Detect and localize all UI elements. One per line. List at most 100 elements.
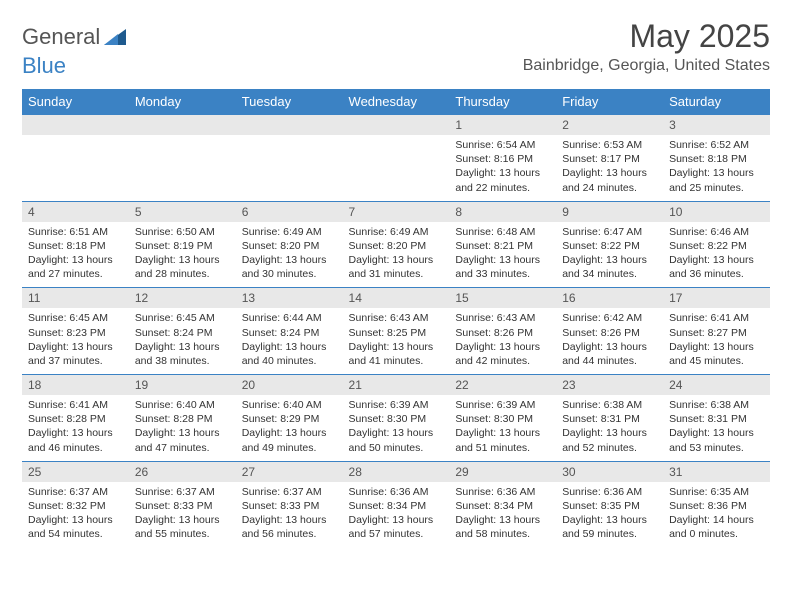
day-content: Sunrise: 6:38 AMSunset: 8:31 PMDaylight:…	[556, 395, 663, 461]
day-number: 3	[663, 115, 770, 135]
day-number: 18	[22, 375, 129, 395]
day-content: Sunrise: 6:37 AMSunset: 8:33 PMDaylight:…	[129, 482, 236, 548]
day-content: Sunrise: 6:49 AMSunset: 8:20 PMDaylight:…	[236, 222, 343, 288]
empty-daynum	[343, 115, 450, 135]
day-cell: 5Sunrise: 6:50 AMSunset: 8:19 PMDaylight…	[129, 201, 236, 288]
day-header: Saturday	[663, 89, 770, 115]
day-number: 10	[663, 202, 770, 222]
logo-text-blue: Blue	[22, 53, 66, 79]
day-cell: 25Sunrise: 6:37 AMSunset: 8:32 PMDayligh…	[22, 461, 129, 547]
day-content: Sunrise: 6:44 AMSunset: 8:24 PMDaylight:…	[236, 308, 343, 374]
day-header: Thursday	[449, 89, 556, 115]
day-cell: 24Sunrise: 6:38 AMSunset: 8:31 PMDayligh…	[663, 375, 770, 462]
day-cell: 3Sunrise: 6:52 AMSunset: 8:18 PMDaylight…	[663, 115, 770, 202]
day-number: 12	[129, 288, 236, 308]
day-content: Sunrise: 6:46 AMSunset: 8:22 PMDaylight:…	[663, 222, 770, 288]
day-content: Sunrise: 6:45 AMSunset: 8:23 PMDaylight:…	[22, 308, 129, 374]
day-cell: 15Sunrise: 6:43 AMSunset: 8:26 PMDayligh…	[449, 288, 556, 375]
day-content: Sunrise: 6:38 AMSunset: 8:31 PMDaylight:…	[663, 395, 770, 461]
day-number: 13	[236, 288, 343, 308]
day-content: Sunrise: 6:39 AMSunset: 8:30 PMDaylight:…	[449, 395, 556, 461]
title-block: May 2025 Bainbridge, Georgia, United Sta…	[523, 18, 770, 75]
empty-daynum	[129, 115, 236, 135]
day-content: Sunrise: 6:36 AMSunset: 8:34 PMDaylight:…	[449, 482, 556, 548]
week-row: 1Sunrise: 6:54 AMSunset: 8:16 PMDaylight…	[22, 115, 770, 202]
day-content: Sunrise: 6:45 AMSunset: 8:24 PMDaylight:…	[129, 308, 236, 374]
day-content: Sunrise: 6:54 AMSunset: 8:16 PMDaylight:…	[449, 135, 556, 201]
day-cell: 23Sunrise: 6:38 AMSunset: 8:31 PMDayligh…	[556, 375, 663, 462]
day-cell	[343, 115, 450, 202]
day-cell: 27Sunrise: 6:37 AMSunset: 8:33 PMDayligh…	[236, 461, 343, 547]
day-number: 27	[236, 462, 343, 482]
day-content: Sunrise: 6:41 AMSunset: 8:27 PMDaylight:…	[663, 308, 770, 374]
day-cell: 31Sunrise: 6:35 AMSunset: 8:36 PMDayligh…	[663, 461, 770, 547]
day-number: 25	[22, 462, 129, 482]
week-row: 4Sunrise: 6:51 AMSunset: 8:18 PMDaylight…	[22, 201, 770, 288]
day-content: Sunrise: 6:36 AMSunset: 8:34 PMDaylight:…	[343, 482, 450, 548]
day-header: Tuesday	[236, 89, 343, 115]
day-number: 7	[343, 202, 450, 222]
day-cell	[22, 115, 129, 202]
day-header: Wednesday	[343, 89, 450, 115]
day-number: 19	[129, 375, 236, 395]
day-content: Sunrise: 6:37 AMSunset: 8:33 PMDaylight:…	[236, 482, 343, 548]
day-cell: 21Sunrise: 6:39 AMSunset: 8:30 PMDayligh…	[343, 375, 450, 462]
day-cell: 13Sunrise: 6:44 AMSunset: 8:24 PMDayligh…	[236, 288, 343, 375]
day-cell: 20Sunrise: 6:40 AMSunset: 8:29 PMDayligh…	[236, 375, 343, 462]
empty-daynum	[236, 115, 343, 135]
day-cell: 26Sunrise: 6:37 AMSunset: 8:33 PMDayligh…	[129, 461, 236, 547]
day-number: 26	[129, 462, 236, 482]
day-header: Sunday	[22, 89, 129, 115]
day-content: Sunrise: 6:41 AMSunset: 8:28 PMDaylight:…	[22, 395, 129, 461]
location-text: Bainbridge, Georgia, United States	[523, 57, 770, 75]
day-number: 29	[449, 462, 556, 482]
day-header-row: SundayMondayTuesdayWednesdayThursdayFrid…	[22, 89, 770, 115]
day-content: Sunrise: 6:40 AMSunset: 8:29 PMDaylight:…	[236, 395, 343, 461]
day-number: 16	[556, 288, 663, 308]
day-number: 11	[22, 288, 129, 308]
day-cell: 28Sunrise: 6:36 AMSunset: 8:34 PMDayligh…	[343, 461, 450, 547]
day-number: 15	[449, 288, 556, 308]
day-cell: 16Sunrise: 6:42 AMSunset: 8:26 PMDayligh…	[556, 288, 663, 375]
day-content: Sunrise: 6:43 AMSunset: 8:26 PMDaylight:…	[449, 308, 556, 374]
week-row: 18Sunrise: 6:41 AMSunset: 8:28 PMDayligh…	[22, 375, 770, 462]
day-cell: 12Sunrise: 6:45 AMSunset: 8:24 PMDayligh…	[129, 288, 236, 375]
calendar-table: SundayMondayTuesdayWednesdayThursdayFrid…	[22, 89, 770, 547]
day-number: 1	[449, 115, 556, 135]
day-cell: 17Sunrise: 6:41 AMSunset: 8:27 PMDayligh…	[663, 288, 770, 375]
day-content: Sunrise: 6:48 AMSunset: 8:21 PMDaylight:…	[449, 222, 556, 288]
day-content: Sunrise: 6:43 AMSunset: 8:25 PMDaylight:…	[343, 308, 450, 374]
day-cell: 30Sunrise: 6:36 AMSunset: 8:35 PMDayligh…	[556, 461, 663, 547]
day-content: Sunrise: 6:42 AMSunset: 8:26 PMDaylight:…	[556, 308, 663, 374]
day-number: 5	[129, 202, 236, 222]
day-cell: 7Sunrise: 6:49 AMSunset: 8:20 PMDaylight…	[343, 201, 450, 288]
day-number: 30	[556, 462, 663, 482]
day-cell: 29Sunrise: 6:36 AMSunset: 8:34 PMDayligh…	[449, 461, 556, 547]
day-content: Sunrise: 6:37 AMSunset: 8:32 PMDaylight:…	[22, 482, 129, 548]
day-cell: 6Sunrise: 6:49 AMSunset: 8:20 PMDaylight…	[236, 201, 343, 288]
day-content: Sunrise: 6:53 AMSunset: 8:17 PMDaylight:…	[556, 135, 663, 201]
empty-daynum	[22, 115, 129, 135]
day-content: Sunrise: 6:39 AMSunset: 8:30 PMDaylight:…	[343, 395, 450, 461]
day-content: Sunrise: 6:52 AMSunset: 8:18 PMDaylight:…	[663, 135, 770, 201]
day-cell: 10Sunrise: 6:46 AMSunset: 8:22 PMDayligh…	[663, 201, 770, 288]
day-number: 4	[22, 202, 129, 222]
day-number: 20	[236, 375, 343, 395]
day-cell: 2Sunrise: 6:53 AMSunset: 8:17 PMDaylight…	[556, 115, 663, 202]
week-row: 25Sunrise: 6:37 AMSunset: 8:32 PMDayligh…	[22, 461, 770, 547]
day-content: Sunrise: 6:40 AMSunset: 8:28 PMDaylight:…	[129, 395, 236, 461]
day-number: 24	[663, 375, 770, 395]
logo-triangle-icon	[104, 29, 126, 45]
day-number: 28	[343, 462, 450, 482]
day-content: Sunrise: 6:51 AMSunset: 8:18 PMDaylight:…	[22, 222, 129, 288]
month-title: May 2025	[523, 18, 770, 55]
day-number: 17	[663, 288, 770, 308]
day-cell	[129, 115, 236, 202]
day-cell: 22Sunrise: 6:39 AMSunset: 8:30 PMDayligh…	[449, 375, 556, 462]
day-content: Sunrise: 6:47 AMSunset: 8:22 PMDaylight:…	[556, 222, 663, 288]
day-cell: 8Sunrise: 6:48 AMSunset: 8:21 PMDaylight…	[449, 201, 556, 288]
day-content: Sunrise: 6:50 AMSunset: 8:19 PMDaylight:…	[129, 222, 236, 288]
day-content: Sunrise: 6:36 AMSunset: 8:35 PMDaylight:…	[556, 482, 663, 548]
day-number: 22	[449, 375, 556, 395]
day-cell: 1Sunrise: 6:54 AMSunset: 8:16 PMDaylight…	[449, 115, 556, 202]
